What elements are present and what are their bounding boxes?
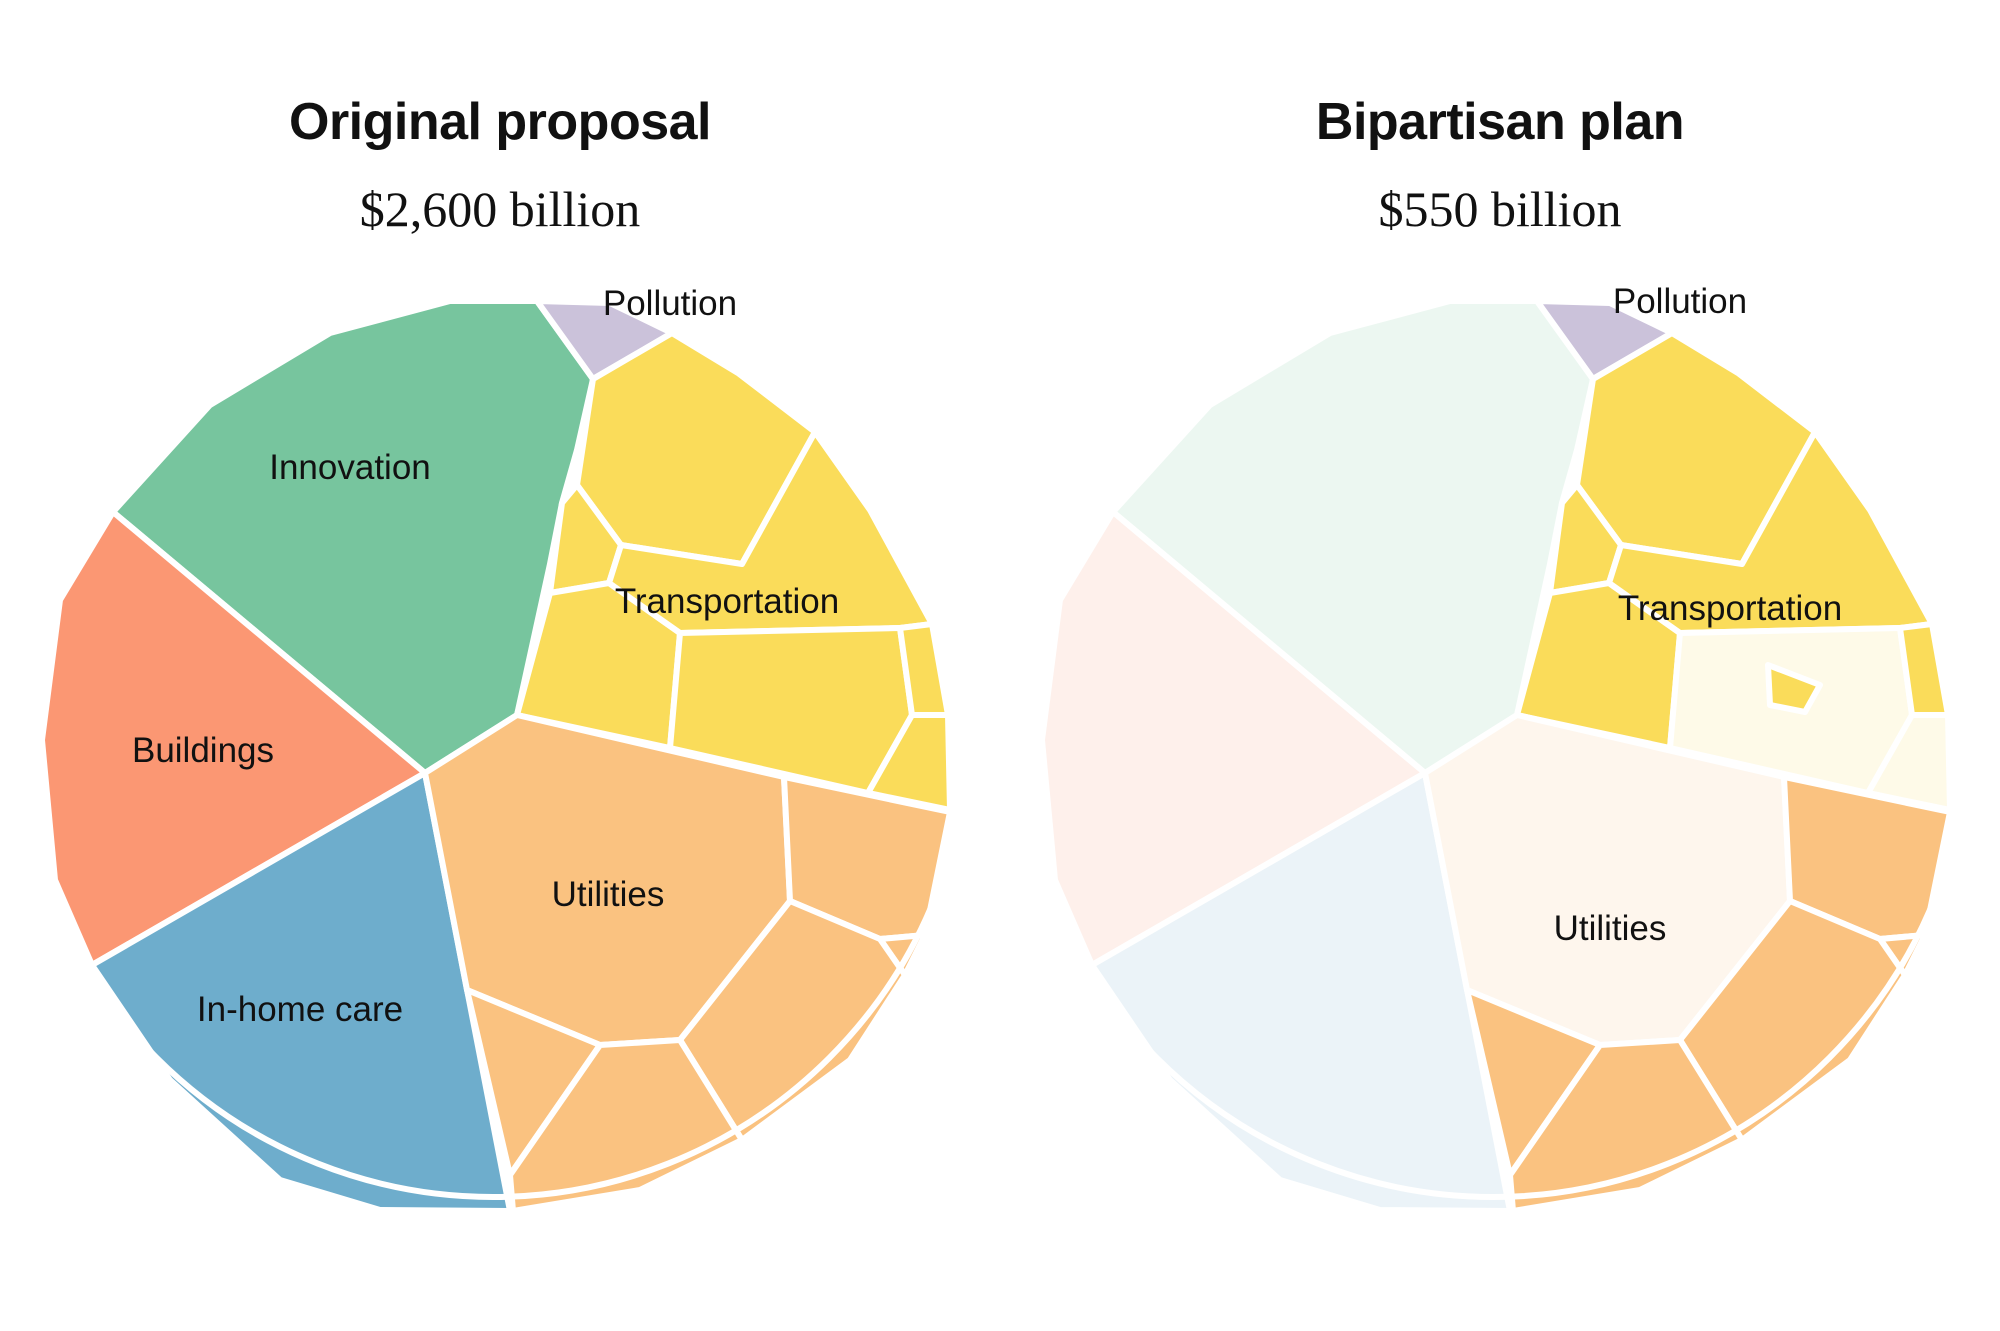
chart-total: $2,600 billion: [359, 181, 641, 237]
label-utilities: Utilities: [1554, 909, 1667, 948]
voronoi-original: Innovation Buildings In-home care Utilit…: [42, 284, 951, 1214]
chart-total: $550 billion: [1378, 181, 1622, 237]
label-transportation: Transportation: [1618, 589, 1842, 628]
cell-transportation: [1765, 662, 1823, 715]
label-innovation: Innovation: [269, 448, 431, 487]
cell-utilities: [507, 1037, 745, 1214]
chart-original-proposal: Original proposal $2,600 billion: [42, 93, 951, 1214]
label-pollution: Pollution: [1613, 282, 1747, 321]
cell-transportation: [1897, 621, 1951, 718]
chart-title: Bipartisan plan: [1315, 93, 1685, 151]
cell-transportation: [897, 621, 951, 718]
cell-utilities: [1507, 1037, 1745, 1214]
chart-bipartisan-plan: Bipartisan plan $550 billion Utilities T…: [1000, 0, 2000, 1331]
chart-title: Original proposal: [289, 93, 712, 151]
label-utilities: Utilities: [552, 875, 665, 914]
label-buildings: Buildings: [132, 731, 274, 770]
label-pollution: Pollution: [603, 284, 737, 323]
label-in-home-care: In-home care: [197, 990, 403, 1029]
voronoi-bipartisan: Utilities Transportation Pollution: [1014, 242, 1972, 1214]
label-transportation: Transportation: [615, 582, 839, 621]
